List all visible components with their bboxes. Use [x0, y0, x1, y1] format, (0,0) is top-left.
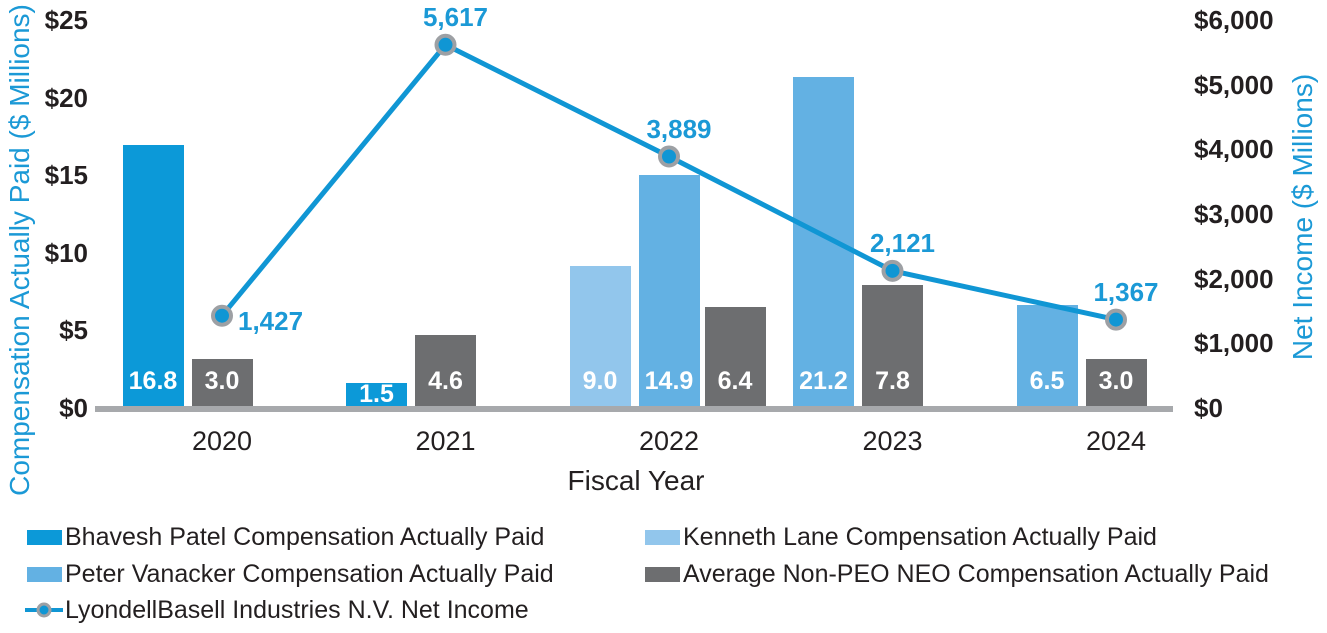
- bar-avg_neo-2022: 6.4: [704, 306, 766, 406]
- bar-avg_neo-2021: 4.6: [415, 334, 476, 406]
- bar-value-label: 16.8: [128, 366, 178, 395]
- left-tick-$20: $20: [44, 82, 88, 113]
- bar-value-label: 3.0: [204, 366, 240, 395]
- right-tick-$6,000: $6,000: [1194, 5, 1274, 35]
- left-tick-$0: $0: [59, 393, 88, 423]
- x-axis-line: [95, 406, 1173, 412]
- right-tick-$3,000: $3,000: [1194, 199, 1274, 229]
- left-tick-$25: $25: [44, 5, 88, 35]
- right-tick-$2,000: $2,000: [1194, 263, 1274, 294]
- legend-label-peter: Peter Vanacker Compensation Actually Pai…: [65, 560, 554, 588]
- right-tick-$0: $0: [1194, 393, 1223, 423]
- net-income-label-2022: 3,889: [646, 113, 712, 144]
- legend-swatch-avg_neo: [645, 566, 680, 582]
- legend-line-marker-net_income: [25, 602, 63, 618]
- net-income-label-2024: 1,367: [1093, 276, 1159, 307]
- bar-value-label: 21.2: [799, 366, 848, 395]
- legend-label-kenneth: Kenneth Lane Compensation Actually Paid: [683, 523, 1157, 551]
- left-tick-$15: $15: [44, 160, 88, 191]
- x-tick-2023: 2023: [862, 426, 923, 456]
- x-axis-title: Fiscal Year: [567, 465, 705, 496]
- bar-bhavesh-2021: 1.5: [346, 380, 407, 409]
- bar-value-label: 1.5: [359, 380, 394, 409]
- bar-value-label: 9.0: [582, 366, 618, 395]
- legend-label-bhavesh: Bhavesh Patel Compensation Actually Paid: [65, 523, 545, 551]
- x-tick-2024: 2024: [1085, 426, 1147, 456]
- bar-avg_neo-2024: 3.0: [1085, 359, 1147, 406]
- net-income-label-2020: 1,427: [238, 305, 304, 336]
- net-income-label-2023: 2,121: [869, 227, 936, 258]
- legend-label-net_income: LyondellBasell Industries N.V. Net Incom…: [65, 596, 529, 624]
- bar-value-label: 6.4: [717, 366, 753, 395]
- bar-bhavesh-2020: 16.8: [122, 145, 184, 406]
- x-tick-2022: 2022: [638, 426, 700, 456]
- right-tick-$5,000: $5,000: [1194, 69, 1274, 100]
- x-tick-2021: 2021: [415, 426, 476, 456]
- bar-value-label: 4.6: [428, 366, 463, 395]
- legend-swatch-peter: [27, 566, 62, 582]
- bar-value-label: 6.5: [1029, 366, 1065, 395]
- legend-line-icon: [25, 602, 63, 618]
- left-tick-$10: $10: [44, 237, 88, 268]
- legend-label-avg_neo: Average Non-PEO NEO Compensation Actuall…: [683, 560, 1269, 588]
- bar-value-label: 7.8: [875, 366, 910, 395]
- bar-value-label: 3.0: [1098, 366, 1134, 395]
- x-tick-2020: 2020: [191, 426, 253, 456]
- right-tick-$1,000: $1,000: [1194, 328, 1274, 359]
- bar-avg_neo-2020: 3.0: [191, 359, 253, 406]
- net-income-label-2021: 5,617: [422, 1, 489, 32]
- legend-swatch-kenneth: [645, 529, 680, 545]
- legend-swatch-bhavesh: [27, 529, 62, 545]
- right-tick-$4,000: $4,000: [1194, 134, 1274, 165]
- bar-value-label: 14.9: [644, 366, 694, 395]
- left-tick-$5: $5: [59, 315, 88, 346]
